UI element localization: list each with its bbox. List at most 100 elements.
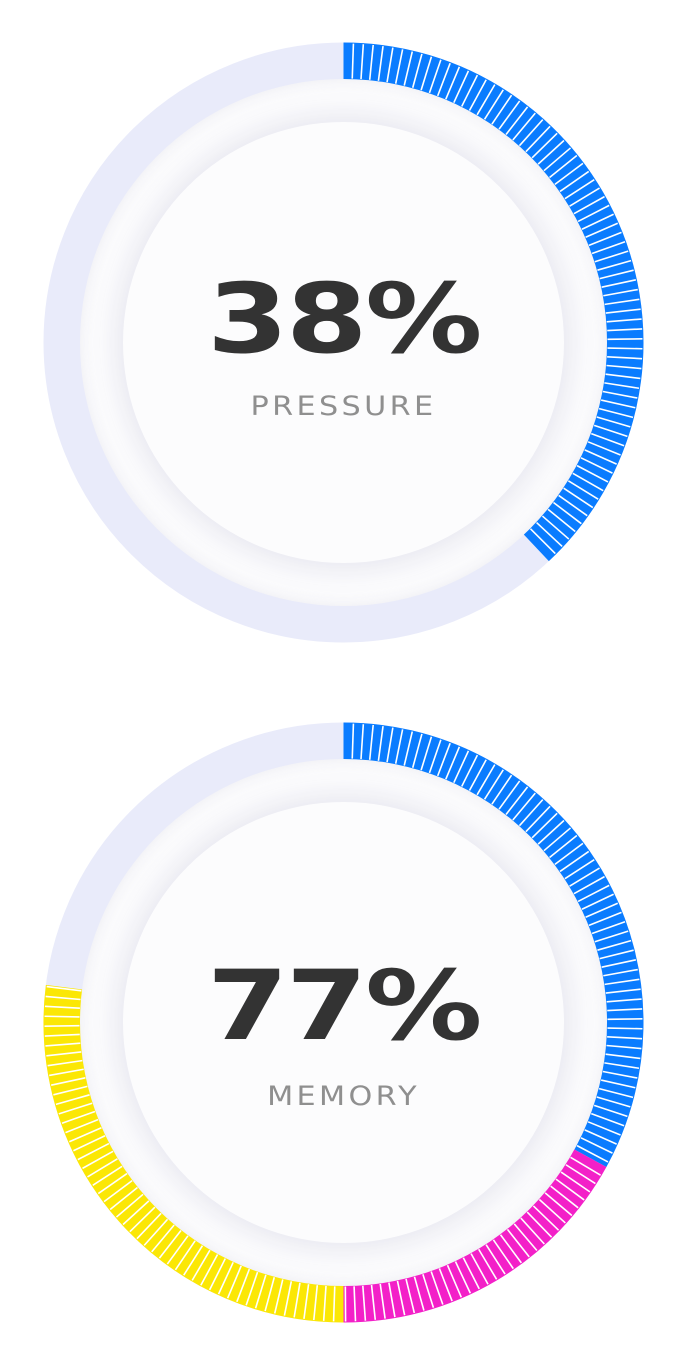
pressure-tick xyxy=(563,487,594,509)
memory-tick xyxy=(462,1257,480,1290)
memory-tick xyxy=(368,724,374,760)
memory-tick xyxy=(580,1137,613,1154)
pressure-tick xyxy=(505,106,529,135)
memory-tick xyxy=(606,1044,642,1050)
pressure-tick xyxy=(529,528,556,555)
pressure-tick xyxy=(377,46,384,81)
memory-tick xyxy=(136,1212,162,1240)
memory-tick xyxy=(476,764,496,796)
memory-ring xyxy=(43,722,644,1323)
memory-tick xyxy=(607,1035,643,1040)
memory-tick xyxy=(166,1235,189,1265)
memory-label: MEMORY xyxy=(267,1081,420,1112)
pressure-tick xyxy=(541,515,570,540)
pressure-tick xyxy=(386,47,394,83)
pressure-tick xyxy=(606,364,642,370)
memory-tick xyxy=(115,1193,144,1218)
pressure-tick xyxy=(602,390,638,399)
pressure-tick xyxy=(600,399,636,409)
memory-tick xyxy=(183,1245,204,1276)
pressure-tick xyxy=(558,494,588,517)
memory-tick xyxy=(200,1254,219,1286)
pressure-tick xyxy=(351,43,355,79)
memory-tick xyxy=(587,1121,621,1136)
memory-gauge-inner xyxy=(123,802,564,1243)
pressure-tick xyxy=(567,480,599,500)
pressure-tick xyxy=(536,521,563,548)
memory-tick xyxy=(581,893,614,910)
memory-tick xyxy=(158,1230,182,1259)
memory-tick xyxy=(46,985,82,992)
pressure-gauge: 38% PRESSURE xyxy=(43,42,644,643)
pressure-tick xyxy=(476,84,496,116)
memory-tick xyxy=(332,1286,336,1322)
pressure-label: PRESSURE xyxy=(250,391,437,422)
pressure-tick xyxy=(460,74,479,107)
memory-tick xyxy=(591,920,626,935)
pressure-tick xyxy=(587,441,621,456)
memory-tick xyxy=(570,1156,602,1176)
memory-tick xyxy=(590,1112,625,1127)
memory-tick xyxy=(422,1274,435,1308)
memory-tick xyxy=(506,1228,530,1258)
pressure-tick xyxy=(598,407,634,419)
pressure-tick xyxy=(553,501,582,525)
pressure-tick xyxy=(596,416,631,428)
memory-tick xyxy=(394,729,404,764)
memory-tick xyxy=(470,1253,489,1285)
pressure-tick xyxy=(564,178,595,200)
memory-segment-1-ticks xyxy=(351,723,643,1163)
pressure-tick xyxy=(360,44,365,80)
memory-tick xyxy=(585,902,619,918)
pressure-tick xyxy=(512,112,536,141)
pressure-tick xyxy=(606,318,642,323)
memory-tick xyxy=(208,1258,227,1291)
pressure-tick xyxy=(559,170,590,193)
memory-tick xyxy=(520,1217,545,1245)
pressure-tick xyxy=(569,187,600,207)
memory-tick xyxy=(58,1102,93,1115)
memory-tick xyxy=(322,1285,327,1321)
memory-tick xyxy=(122,1200,150,1226)
memory-tick xyxy=(413,1276,425,1311)
pressure-tick xyxy=(394,49,404,84)
pressure-tick xyxy=(604,382,640,390)
memory-tick xyxy=(485,1244,506,1275)
memory-tick xyxy=(97,1172,128,1195)
memory-tick xyxy=(577,884,610,903)
pressure-tick xyxy=(588,231,622,247)
memory-tick xyxy=(191,1249,211,1281)
memory-tick xyxy=(453,750,470,783)
memory-tick xyxy=(544,1192,573,1217)
memory-tick xyxy=(174,1240,196,1271)
memory-tick xyxy=(596,1096,631,1108)
memory-tick xyxy=(396,1280,406,1316)
memory-tick xyxy=(526,1211,553,1238)
pressure-tick xyxy=(547,508,576,533)
memory-tick xyxy=(82,1150,114,1170)
memory-tick xyxy=(554,842,584,866)
pressure-tick xyxy=(581,213,614,230)
pressure-tick xyxy=(597,259,632,271)
memory-segment-3-ticks xyxy=(44,985,336,1322)
memory-tick xyxy=(87,1158,118,1178)
memory-segment-2 xyxy=(343,1149,607,1323)
pressure-tick xyxy=(468,79,487,111)
memory-tick xyxy=(44,1015,80,1018)
memory-tick xyxy=(603,968,638,977)
pressure-tick xyxy=(601,279,637,288)
memory-tick xyxy=(377,726,384,761)
memory-tick xyxy=(602,1070,638,1079)
memory-tick xyxy=(605,1053,641,1060)
memory-tick xyxy=(388,1282,396,1318)
pressure-tick xyxy=(593,424,628,438)
memory-tick xyxy=(236,1268,251,1303)
pressure-tick xyxy=(603,288,638,297)
pressure-tick xyxy=(607,328,643,332)
memory-tick xyxy=(594,930,629,943)
pressure-tick xyxy=(572,472,604,492)
memory-tick xyxy=(576,1144,609,1163)
memory-tick xyxy=(573,875,605,895)
pressure-tick xyxy=(498,100,521,130)
memory-tick xyxy=(129,1206,156,1233)
